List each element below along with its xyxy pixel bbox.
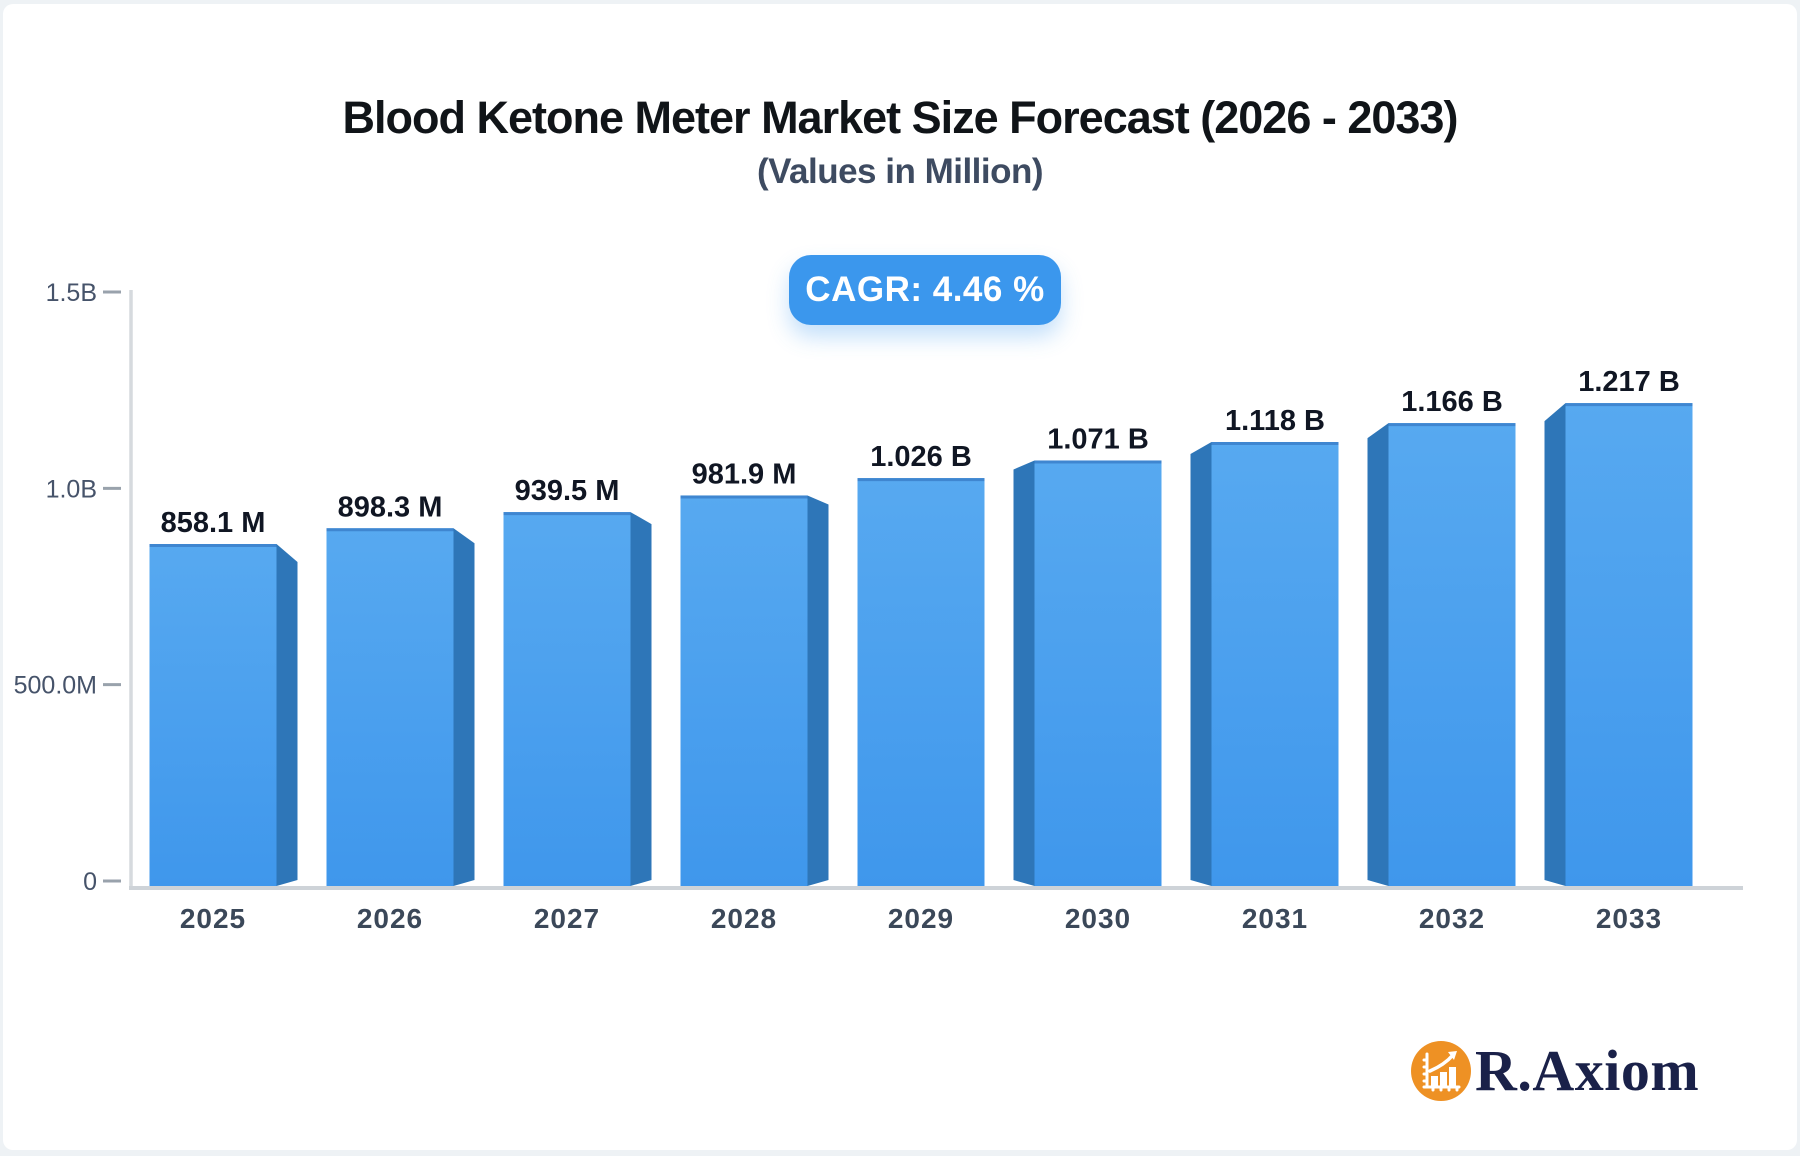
axis-label-year: 2025	[180, 903, 246, 934]
y-tick-label: 500.0M	[14, 672, 97, 700]
bar-2032: 1.166 B 2032	[1367, 386, 1516, 934]
bar-value-label: 898.3 M	[338, 491, 443, 523]
bar-value-label: 1.071 B	[1047, 423, 1149, 455]
bar-face	[857, 478, 985, 886]
bar-face	[1388, 423, 1516, 886]
bar-value-label: 981.9 M	[692, 458, 797, 490]
bar-face	[1034, 460, 1162, 886]
bar-2027: 939.5 M 2027	[503, 475, 652, 934]
axis-label-year: 2029	[888, 903, 954, 934]
y-tick-label: 1.0B	[46, 475, 97, 503]
axis-label-year: 2033	[1596, 903, 1662, 934]
axis-label-year: 2032	[1419, 903, 1485, 934]
bar-face	[1565, 403, 1693, 886]
bar-side-face	[1367, 423, 1389, 886]
cagr-label: CAGR: 4.46 %	[805, 270, 1045, 309]
axis-label-year: 2028	[711, 903, 777, 934]
chart-subtitle: (Values in Million)	[756, 152, 1044, 191]
bar-side-face	[453, 528, 475, 886]
bar-2028: 981.9 M 2028	[680, 458, 829, 934]
bar-face	[1211, 441, 1339, 886]
bar-side-face	[1013, 460, 1035, 886]
axis-label-year: 2026	[357, 903, 423, 934]
axis-label-year: 2031	[1242, 903, 1308, 934]
axis-label-year: 2030	[1065, 903, 1131, 934]
bar-2029: 1.026 B 2029	[857, 441, 985, 934]
bar-2026: 898.3 M 2026	[326, 491, 475, 934]
bar-side-face	[807, 495, 829, 886]
bar-value-label: 1.217 B	[1578, 366, 1680, 398]
chart-title: Blood Ketone Meter Market Size Forecast …	[342, 92, 1459, 143]
bar-value-label: 1.026 B	[870, 441, 972, 473]
bar-value-label: 939.5 M	[515, 475, 620, 507]
logo-chart-icon	[1411, 1041, 1471, 1101]
bar-face	[149, 544, 277, 886]
bar-value-label: 858.1 M	[161, 507, 266, 539]
bar-2033: 1.217 B 2033	[1544, 366, 1693, 934]
bar-2025: 858.1 M 2025	[149, 507, 298, 934]
bar-side-face	[1544, 403, 1566, 886]
bar-face	[503, 512, 631, 886]
y-tick-label: 1.5B	[46, 279, 97, 307]
y-tick-label: 0	[83, 868, 97, 896]
bar-side-face	[1190, 441, 1212, 886]
brand-name: R.Axiom	[1475, 1038, 1700, 1103]
axis-label-year: 2027	[534, 903, 600, 934]
bar-2031: 1.118 B 2031	[1190, 405, 1339, 934]
bar-face	[680, 495, 808, 886]
bar-value-label: 1.166 B	[1401, 386, 1503, 418]
bar-side-face	[630, 512, 652, 886]
cagr-badge: CAGR: 4.46 %	[789, 255, 1061, 325]
bar-value-label: 1.118 B	[1225, 405, 1325, 437]
brand-logo: R.Axiom	[1410, 1036, 1699, 1106]
bar-2030: 1.071 B 2030	[1013, 423, 1162, 934]
bar-face	[326, 528, 454, 886]
bar-side-face	[276, 544, 298, 886]
